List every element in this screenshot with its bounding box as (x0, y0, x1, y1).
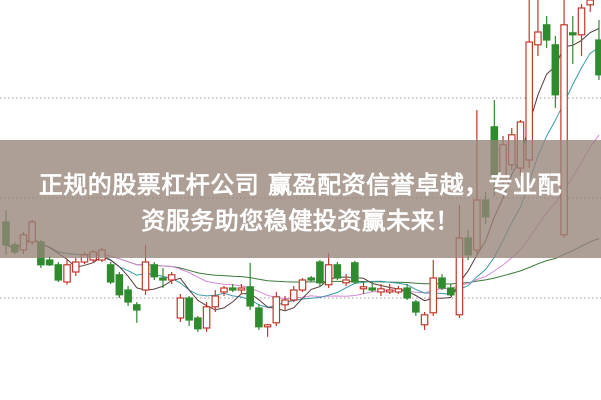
candle-down (551, 44, 560, 96)
candle-down (124, 289, 132, 303)
candle-up (71, 261, 80, 273)
candle-up (211, 295, 220, 308)
candle-down (412, 301, 420, 313)
candle-up (289, 289, 298, 301)
candle-up (281, 299, 289, 306)
candle-up (359, 286, 368, 290)
candle-down (185, 297, 193, 321)
candle-down (228, 287, 237, 291)
candle-down (446, 287, 455, 296)
candle-up (385, 289, 394, 293)
candle-up (176, 297, 185, 319)
candle-up (272, 296, 281, 324)
text-overlay-banner (0, 140, 601, 258)
candle-up (263, 324, 272, 328)
candle-up (324, 264, 333, 286)
candle-down (307, 277, 316, 281)
candle-down (595, 39, 601, 76)
candle-down (159, 277, 167, 281)
candle-down (403, 287, 411, 299)
candle-up (342, 279, 350, 284)
candle-up (141, 261, 150, 291)
candle-up (202, 306, 211, 329)
candle-down (316, 261, 324, 284)
candle-down (106, 264, 115, 283)
overlay-text-line-2: 资服务助您稳健投资赢未来！ (141, 207, 460, 235)
candle-down (133, 304, 141, 311)
candle-up (167, 274, 176, 281)
candle-up (586, 0, 595, 6)
candle-down (542, 24, 551, 41)
candle-down (333, 264, 342, 279)
candle-down (351, 262, 359, 283)
candle-up (220, 287, 228, 293)
candle-down (368, 287, 377, 291)
candle-up (63, 264, 71, 283)
candle-up (394, 288, 403, 293)
candle-down (438, 277, 446, 289)
candle-down (45, 259, 54, 266)
candle-down (194, 317, 202, 330)
candle-down (115, 274, 124, 296)
candle-up (237, 287, 246, 291)
overlay-text-line-1: 正规的股票杠杆公司 赢盈配资信誉卓越，专业配 (38, 171, 563, 199)
candle-down (568, 32, 577, 36)
candle-down (255, 307, 263, 328)
candle-up (534, 31, 542, 46)
candle-up (577, 7, 586, 36)
candle-down (246, 286, 254, 307)
candle-down (150, 264, 159, 278)
candle-up (298, 279, 307, 291)
candle-up (377, 288, 385, 293)
candle-down (54, 264, 63, 281)
candle-up (429, 277, 438, 314)
candle-up (420, 314, 429, 326)
